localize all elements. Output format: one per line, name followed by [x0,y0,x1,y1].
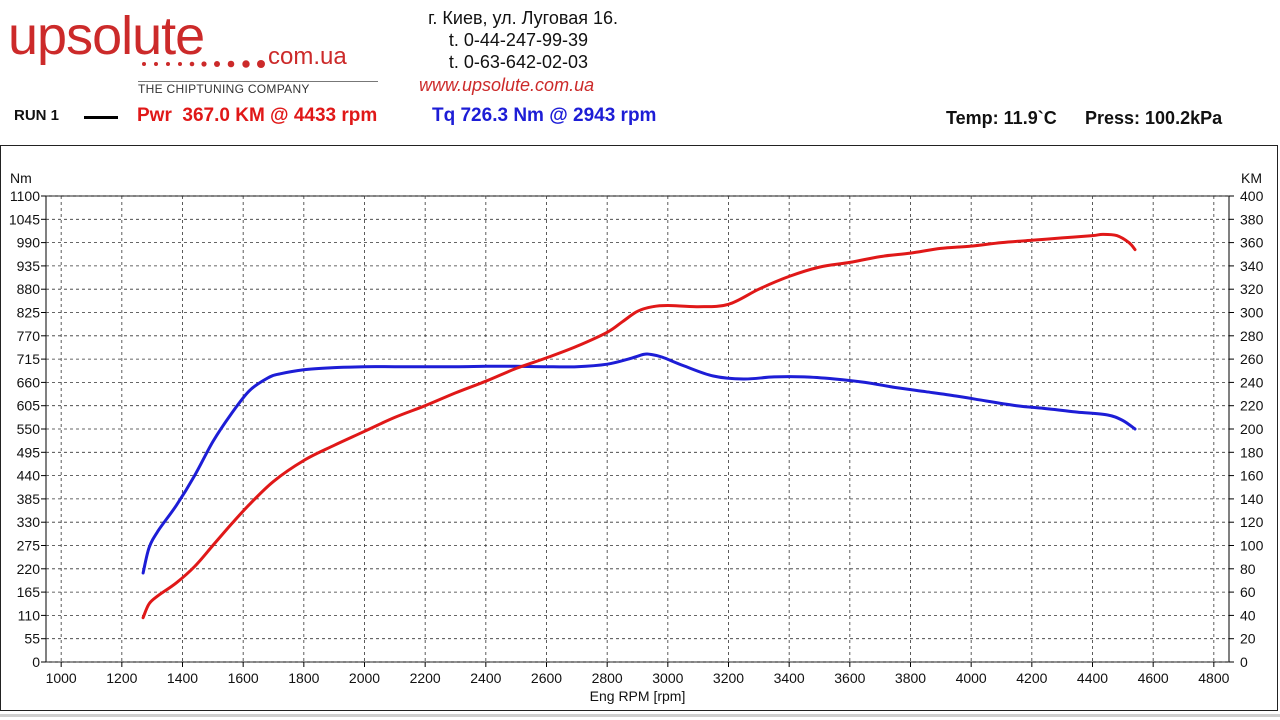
x-axis-title: Eng RPM [rpm] [590,688,686,704]
y-tick-label-right: 20 [1240,631,1256,647]
pressure-readout: Press: 100.2kPa [1085,108,1223,128]
torque-curve [141,352,1137,575]
power-peak-readout: Pwr 367.0 KM @ 4433 rpm [137,105,378,126]
x-tick-label: 2800 [592,670,623,686]
y-tick-label-left: 165 [17,584,41,600]
x-tick-label: 3000 [652,670,683,686]
x-tick-label: 1000 [46,670,77,686]
torque-peak-readout: Tq 726.3 Nm @ 2943 rpm [432,105,657,126]
x-tick-label: 4600 [1138,670,1169,686]
x-tick-label: 4000 [956,670,987,686]
y-tick-label-right: 200 [1240,421,1264,437]
y-tick-label-right: 360 [1240,235,1264,251]
x-tick-label: 1800 [288,670,319,686]
logo-brand: upsolute [8,6,205,66]
y-tick-label-right: 0 [1240,654,1248,670]
x-tick-label: 4200 [1016,670,1047,686]
y-tick-label-left: 935 [17,258,41,274]
x-tick-label: 2000 [349,670,380,686]
y-tick-label-left: 110 [18,607,41,623]
x-tick-label: 3200 [713,670,744,686]
y-tick-label-right: 160 [1240,468,1264,484]
y-tick-label-right: 60 [1240,584,1256,600]
y-tick-label-right: 220 [1240,398,1264,414]
y-tick-label-right: 120 [1240,514,1264,530]
x-tick-label: 1200 [106,670,137,686]
y-tick-label-left: 825 [17,305,41,321]
logo-dots-decoration [142,60,265,68]
y-tick-label-left: 605 [17,398,41,414]
run-label: RUN 1 [14,107,60,124]
y-tick-label-left: 220 [17,561,41,577]
y-tick-label-left: 330 [17,514,41,530]
contact-phone-1: t. 0-44-247-99-39 [448,30,588,50]
y-tick-label-right: 260 [1240,351,1264,367]
logo-domain: com.ua [268,43,347,70]
y-tick-label-right: 380 [1240,211,1264,227]
x-tick-label: 2600 [531,670,562,686]
x-tick-label: 1400 [167,670,198,686]
temperature-readout: Temp: 11.9`C [946,108,1057,128]
x-tick-label: 3800 [895,670,926,686]
contact-address: г. Киев, ул. Луговая 16. [428,8,618,28]
y-tick-label-left: 770 [17,328,41,344]
y-tick-label-left: 440 [17,468,41,484]
power-curve [141,232,1137,620]
y-axis-title-left: Nm [10,170,32,186]
x-tick-label: 2400 [470,670,501,686]
y-tick-label-left: 715 [17,351,41,367]
y-tick-label-left: 990 [17,235,41,251]
y-axis-title-right: KM [1241,170,1262,186]
y-tick-label-right: 180 [1240,444,1264,460]
bottom-rule [0,714,1280,717]
logo-underline [138,81,378,82]
y-tick-label-right: 240 [1240,374,1264,390]
y-tick-label-right: 300 [1240,305,1264,321]
y-tick-label-left: 550 [17,421,41,437]
y-tick-label-right: 320 [1240,281,1264,297]
x-tick-label: 3600 [834,670,865,686]
x-tick-label: 2200 [410,670,441,686]
x-tick-label: 4800 [1198,670,1229,686]
y-tick-label-left: 495 [17,444,41,460]
y-tick-label-right: 140 [1240,491,1264,507]
y-tick-label-left: 1045 [9,211,40,227]
y-tick-label-left: 275 [17,538,41,554]
website-link[interactable]: www.upsolute.com.ua [419,75,595,95]
x-tick-label: 4400 [1077,670,1108,686]
y-tick-label-right: 80 [1240,561,1256,577]
x-tick-label: 1600 [228,670,259,686]
logo-tagline: THE CHIPTUNING COMPANY [138,82,310,96]
y-tick-label-right: 340 [1240,258,1264,274]
y-tick-label-left: 0 [32,654,40,670]
y-tick-label-left: 660 [17,374,41,390]
y-tick-label-right: 280 [1240,328,1264,344]
y-tick-label-right: 40 [1240,607,1256,623]
y-tick-label-right: 100 [1240,538,1264,554]
y-tick-label-left: 385 [17,491,41,507]
y-tick-label-right: 400 [1240,188,1264,204]
chart-frame [0,145,1278,711]
run-legend-line [84,116,118,119]
plot-area [45,195,1230,663]
contact-phone-2: t. 0-63-642-02-03 [448,52,588,72]
x-tick-label: 3400 [774,670,805,686]
y-tick-label-left: 880 [17,281,41,297]
y-tick-label-left: 1100 [10,188,40,204]
y-tick-label-left: 55 [24,631,40,647]
